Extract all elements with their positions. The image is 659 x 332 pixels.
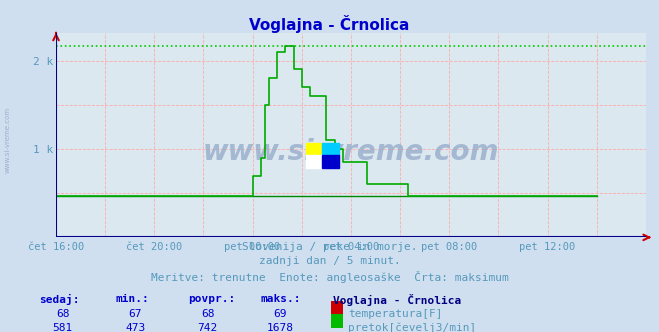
Text: temperatura[F]: temperatura[F] xyxy=(348,309,442,319)
Text: 68: 68 xyxy=(201,309,214,319)
Text: 69: 69 xyxy=(273,309,287,319)
Text: zadnji dan / 5 minut.: zadnji dan / 5 minut. xyxy=(258,256,401,266)
Text: sedaj:: sedaj: xyxy=(40,294,80,305)
Text: Slovenija / reke in morje.: Slovenija / reke in morje. xyxy=(242,242,417,252)
Text: 68: 68 xyxy=(56,309,69,319)
Bar xyxy=(322,155,339,168)
Text: 581: 581 xyxy=(53,323,72,332)
Text: pretok[čevelj3/min]: pretok[čevelj3/min] xyxy=(348,323,476,332)
Text: maks.:: maks.: xyxy=(260,294,301,304)
Text: Meritve: trenutne  Enote: angleosaške  Črta: maksimum: Meritve: trenutne Enote: angleosaške Črt… xyxy=(151,271,508,283)
Text: www.si-vreme.com: www.si-vreme.com xyxy=(203,138,499,166)
Text: 67: 67 xyxy=(129,309,142,319)
Text: Voglajna - Črnolica: Voglajna - Črnolica xyxy=(333,294,461,306)
Bar xyxy=(306,155,322,168)
Bar xyxy=(322,143,339,155)
Text: 742: 742 xyxy=(198,323,217,332)
Text: www.si-vreme.com: www.si-vreme.com xyxy=(5,106,11,173)
Text: 473: 473 xyxy=(125,323,145,332)
Text: 1678: 1678 xyxy=(267,323,293,332)
Text: min.:: min.: xyxy=(115,294,149,304)
Text: Voglajna - Črnolica: Voglajna - Črnolica xyxy=(249,15,410,33)
Text: povpr.:: povpr.: xyxy=(188,294,235,304)
Bar xyxy=(306,143,322,155)
